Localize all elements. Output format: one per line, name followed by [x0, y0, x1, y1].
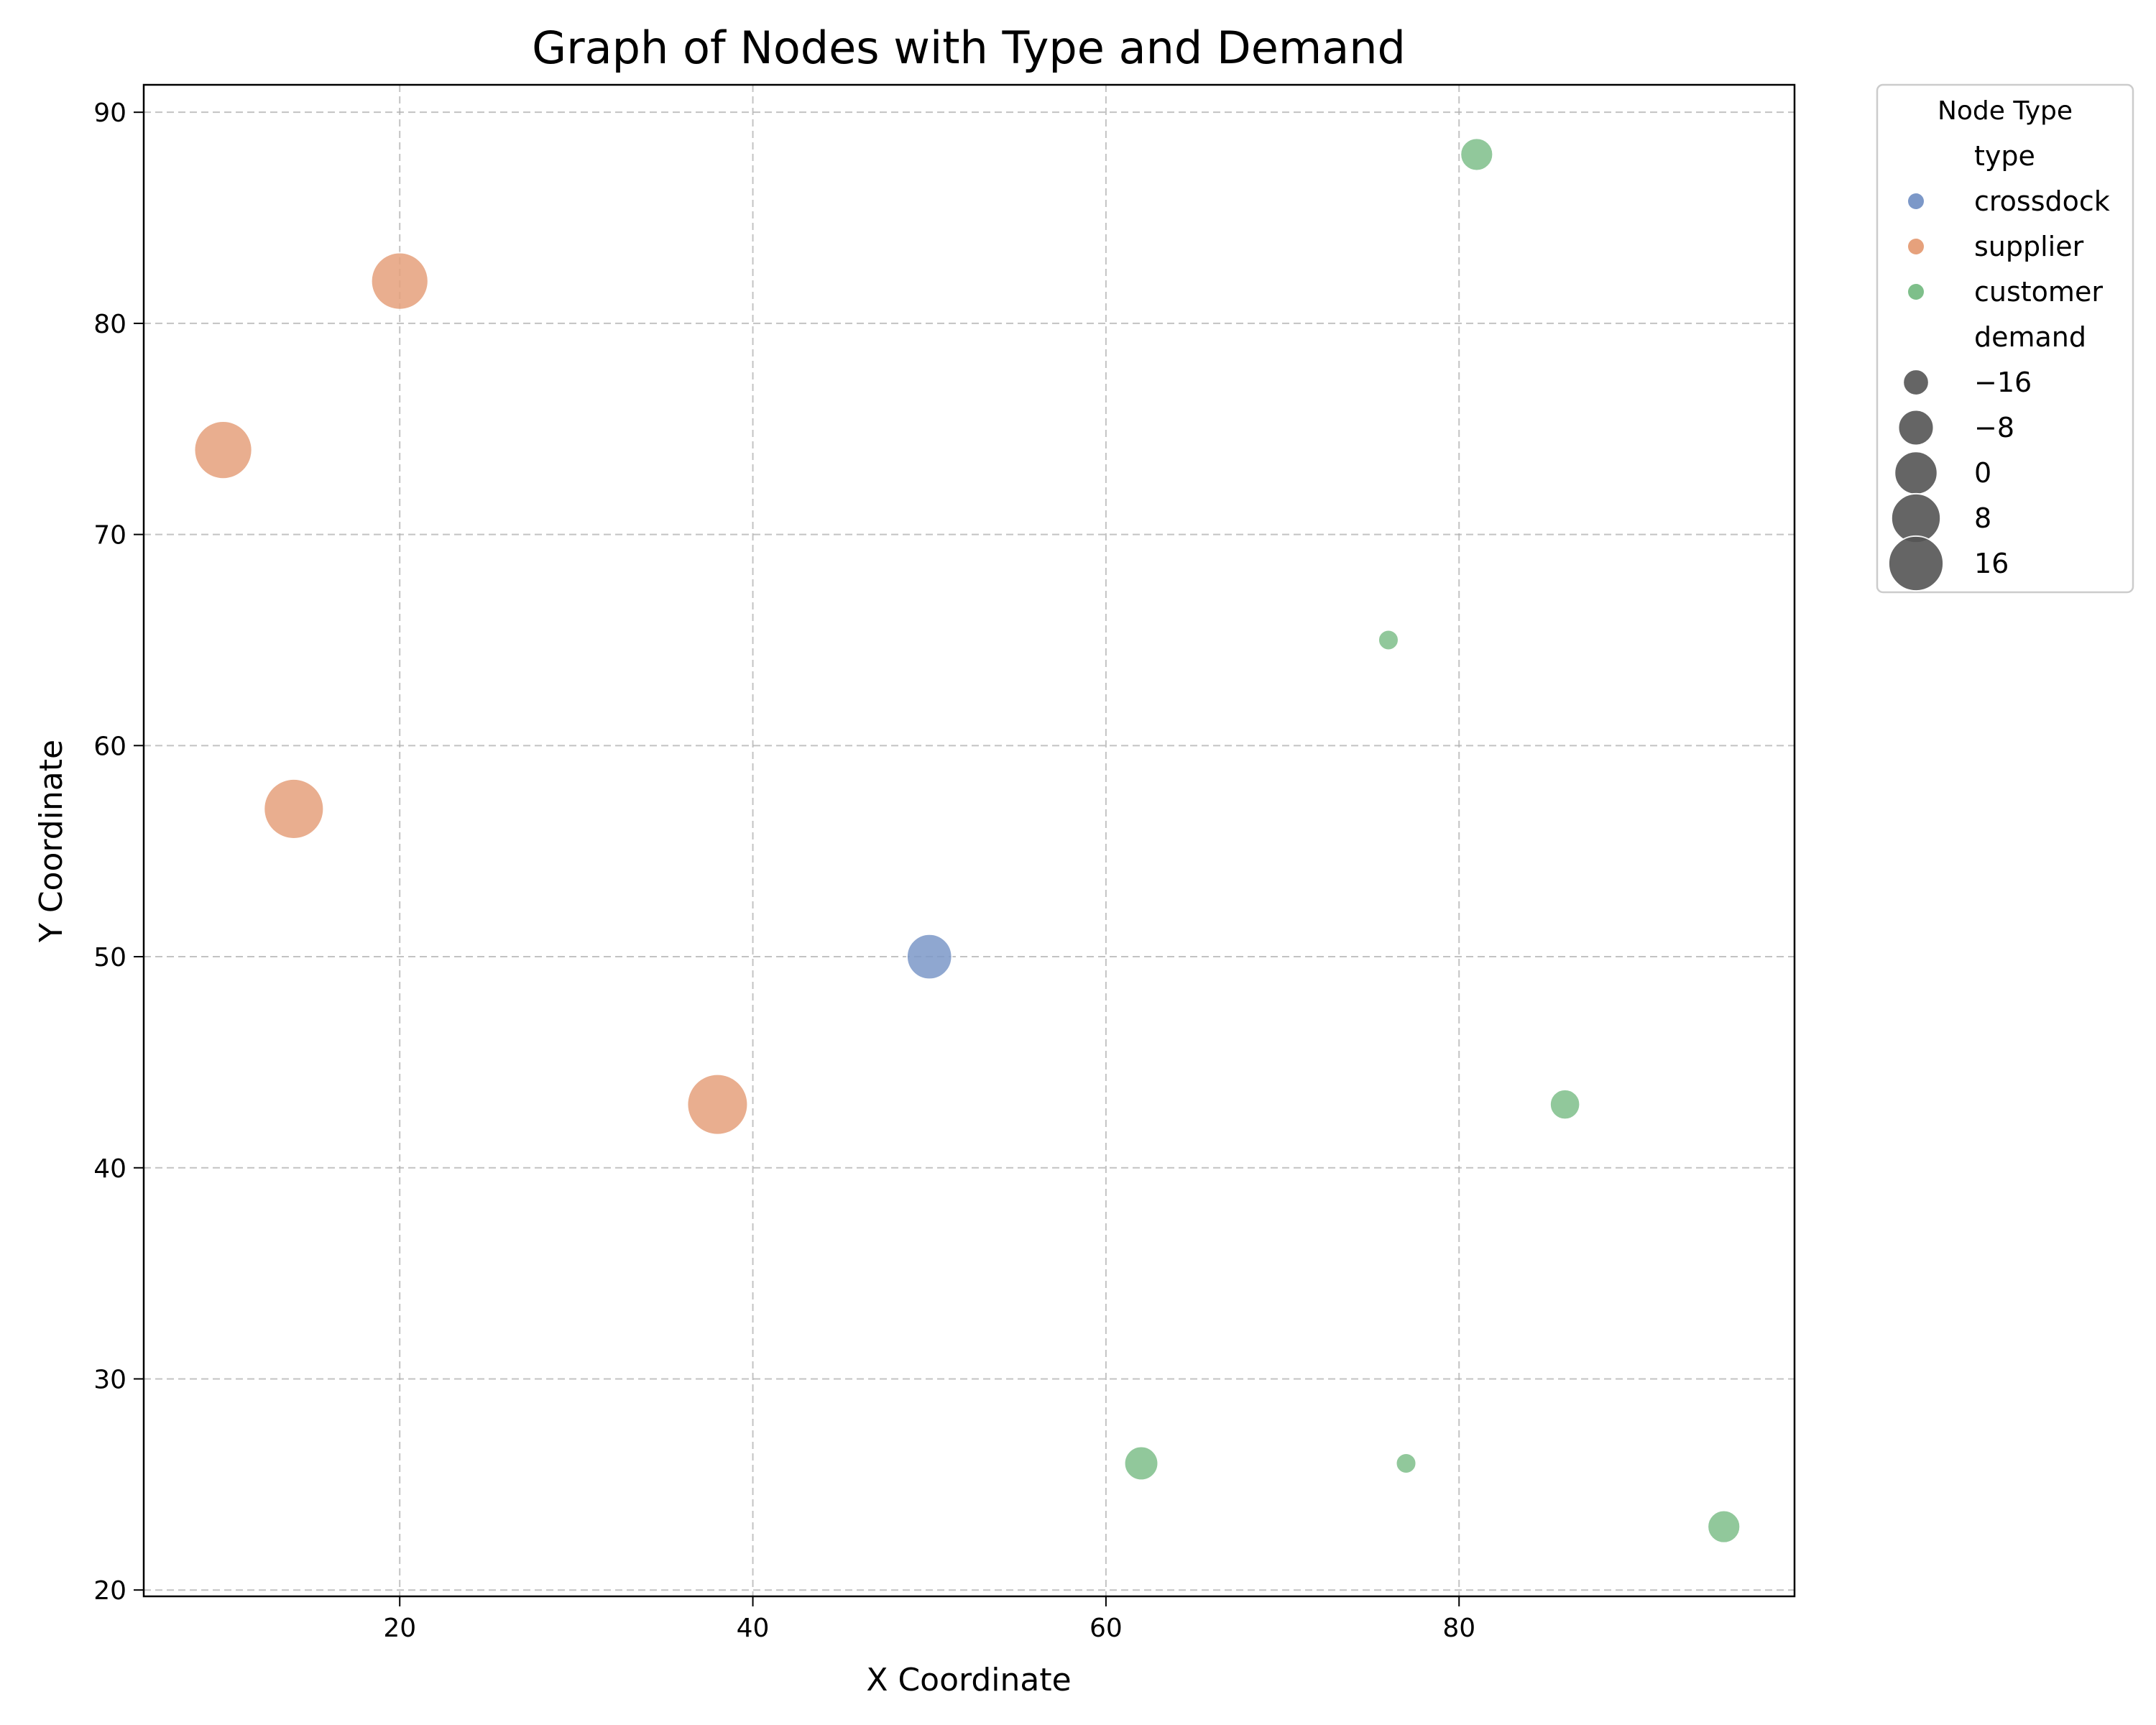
point-supplier — [686, 1073, 749, 1136]
plot-frame — [142, 83, 1796, 1598]
x-tick-label: 40 — [737, 1614, 770, 1643]
legend-size-marker — [1887, 535, 1945, 592]
legend-marker-supplier — [1908, 239, 1924, 254]
legend-size-marker — [1897, 409, 1935, 446]
point-customer — [1460, 137, 1494, 172]
legend-marker-crossdock — [1908, 193, 1924, 209]
y-tick-label: 50 — [93, 943, 126, 972]
legend-box — [1876, 83, 2134, 594]
y-tick-label: 90 — [93, 98, 126, 128]
x-tick-label: 20 — [383, 1614, 416, 1643]
legend-label-supplier: supplier — [1974, 231, 2084, 262]
legend-size-marker — [1894, 451, 1938, 495]
legend-size-label: −16 — [1974, 367, 2032, 398]
point-supplier — [263, 778, 325, 840]
grid — [144, 85, 1795, 1596]
point-customer — [1377, 629, 1399, 651]
x-tick-label: 60 — [1089, 1614, 1123, 1643]
legend-title: Node Type — [1938, 96, 2073, 126]
legend-size-header: demand — [1974, 321, 2086, 353]
y-axis-label: Y Coordinate — [33, 740, 70, 943]
legend-size-label: 8 — [1974, 502, 1991, 534]
point-crossdock — [906, 933, 953, 980]
x-tick-label: 80 — [1442, 1614, 1475, 1643]
legend-hue-header: type — [1974, 140, 2035, 172]
legend-size-marker — [1902, 369, 1930, 396]
point-customer — [1549, 1088, 1581, 1121]
y-tick-label: 80 — [93, 310, 126, 339]
point-customer — [1123, 1445, 1159, 1481]
point-customer — [1707, 1509, 1741, 1544]
data-points — [193, 137, 1741, 1544]
y-tick-label: 40 — [93, 1154, 126, 1184]
point-supplier — [370, 252, 429, 310]
y-tick-label: 70 — [93, 521, 126, 551]
legend-label-customer: customer — [1974, 276, 2103, 308]
legend-size-label: 16 — [1974, 548, 2009, 579]
legend-label-crossdock: crossdock — [1974, 185, 2110, 217]
y-tick-label: 30 — [93, 1365, 126, 1394]
legend-size-label: −8 — [1974, 412, 2014, 443]
legend-marker-customer — [1908, 284, 1924, 300]
y-tick-label: 20 — [93, 1576, 126, 1606]
point-supplier — [193, 420, 253, 480]
legend: Node Type type crossdock supplier customer… — [1876, 83, 2134, 594]
axis-ticks: 20 40 60 80 20 30 40 50 60 70 80 90 — [93, 98, 1475, 1643]
chart-title: Graph of Nodes with Type and Demand — [532, 22, 1406, 74]
point-customer — [1395, 1452, 1417, 1474]
y-tick-label: 60 — [93, 732, 126, 761]
legend-size-label: 0 — [1974, 457, 1991, 489]
x-axis-label: X Coordinate — [866, 1662, 1071, 1698]
